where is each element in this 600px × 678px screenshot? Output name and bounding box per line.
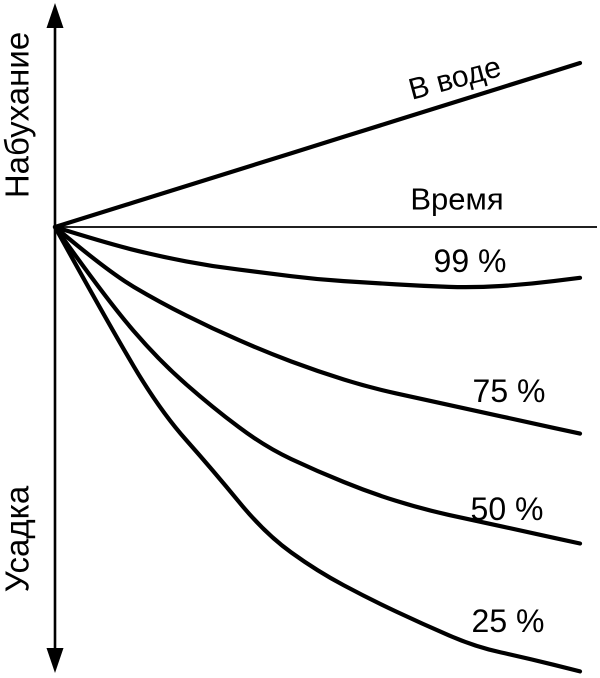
series-curve-1 bbox=[52, 224, 583, 290]
series-curve-3 bbox=[52, 224, 583, 546]
y-axis-positive-label: Набухание bbox=[0, 31, 36, 199]
y-axis-negative-label: Усадка bbox=[0, 485, 36, 593]
up-arrowhead-icon bbox=[46, 3, 64, 28]
series-label-2: 75 % bbox=[472, 373, 546, 409]
series-label-3: 50 % bbox=[470, 491, 544, 527]
series-label-4: 25 % bbox=[471, 603, 545, 639]
series-curve-0 bbox=[52, 60, 583, 230]
down-arrowhead-icon bbox=[46, 648, 64, 673]
x-axis-label: Время bbox=[410, 181, 504, 217]
series-curve-2 bbox=[52, 224, 583, 436]
series-label-1: 99 % bbox=[433, 243, 507, 279]
series-curve-4 bbox=[52, 224, 583, 674]
